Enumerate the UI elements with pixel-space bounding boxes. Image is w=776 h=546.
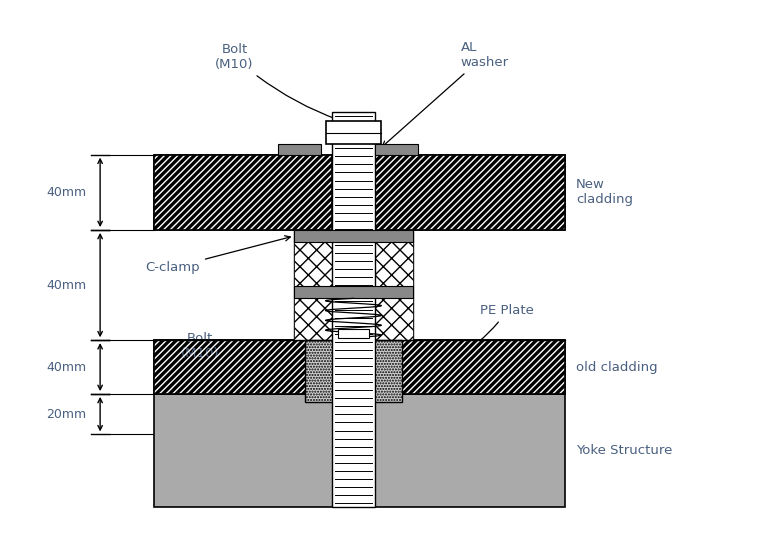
- Bar: [154, 155, 332, 230]
- Bar: [375, 340, 565, 394]
- Bar: [154, 340, 332, 394]
- Bar: [154, 155, 332, 230]
- Bar: [375, 340, 565, 394]
- Text: Yoke Structure: Yoke Structure: [576, 444, 673, 457]
- Bar: [294, 230, 332, 340]
- Bar: [375, 155, 565, 230]
- Bar: [338, 329, 369, 337]
- Text: 40mm: 40mm: [47, 360, 86, 373]
- Bar: [375, 144, 418, 155]
- Text: 20mm: 20mm: [47, 408, 86, 420]
- Text: New
cladding: New cladding: [576, 179, 633, 206]
- Bar: [279, 144, 321, 155]
- Bar: [305, 340, 402, 402]
- Text: 40mm: 40mm: [47, 186, 86, 199]
- Bar: [154, 394, 565, 507]
- Bar: [332, 112, 375, 507]
- Bar: [375, 230, 413, 340]
- Text: C-clamp: C-clamp: [145, 236, 290, 274]
- Bar: [325, 121, 381, 144]
- Bar: [154, 340, 332, 394]
- Bar: [294, 230, 413, 242]
- Text: AL
washer: AL washer: [383, 41, 509, 146]
- Bar: [375, 155, 565, 230]
- Bar: [294, 287, 413, 298]
- Text: Bolt
(M10): Bolt (M10): [215, 43, 339, 121]
- Text: old cladding: old cladding: [576, 360, 658, 373]
- Text: 40mm: 40mm: [47, 278, 86, 292]
- Bar: [294, 230, 413, 340]
- Text: Bolt
(M10): Bolt (M10): [181, 331, 328, 372]
- Text: PE Plate: PE Plate: [400, 304, 534, 373]
